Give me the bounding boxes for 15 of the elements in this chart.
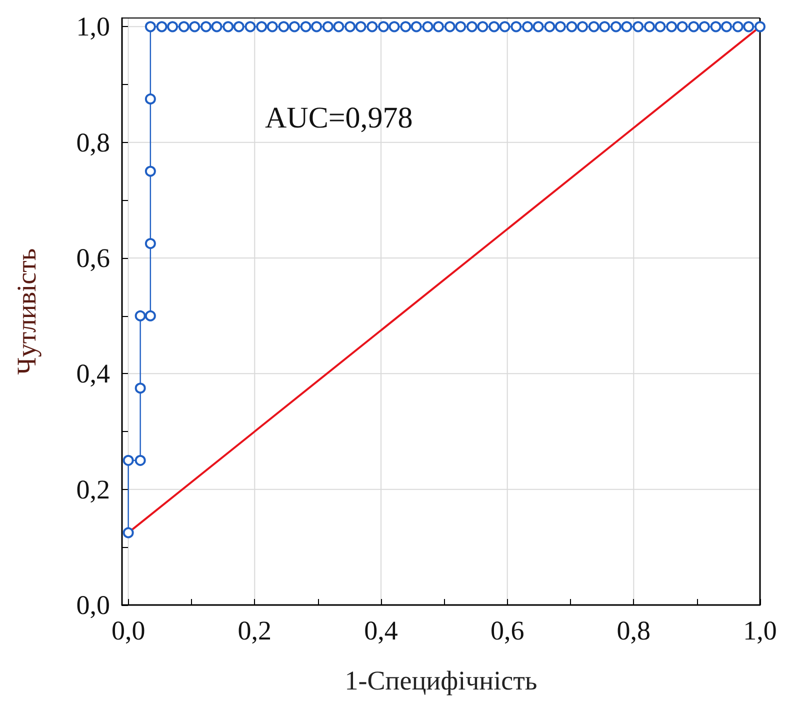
y-tick-label: 0,6 [76,243,110,274]
annotation: AUC=0,978 [265,102,413,134]
x-tick-label: 1,0 [743,616,777,646]
x-axis-title: 1-Специфічність [344,666,538,696]
x-tick-label: 0,2 [238,616,272,646]
x-tick-label: 0,4 [364,616,398,646]
x-tick-label: 0,8 [616,616,651,646]
x-tick-label: 0,6 [490,616,524,646]
y-tick-label: 0,2 [76,474,110,504]
x-tick-label: 0,0 [111,616,146,646]
y-axis-title: Чутливість [12,248,42,375]
y-tick-label: 0,8 [76,127,110,158]
y-tick-label: 0,0 [76,590,110,620]
y-tick-label: 1,0 [76,12,110,42]
y-tick-label: 0,4 [76,358,110,389]
